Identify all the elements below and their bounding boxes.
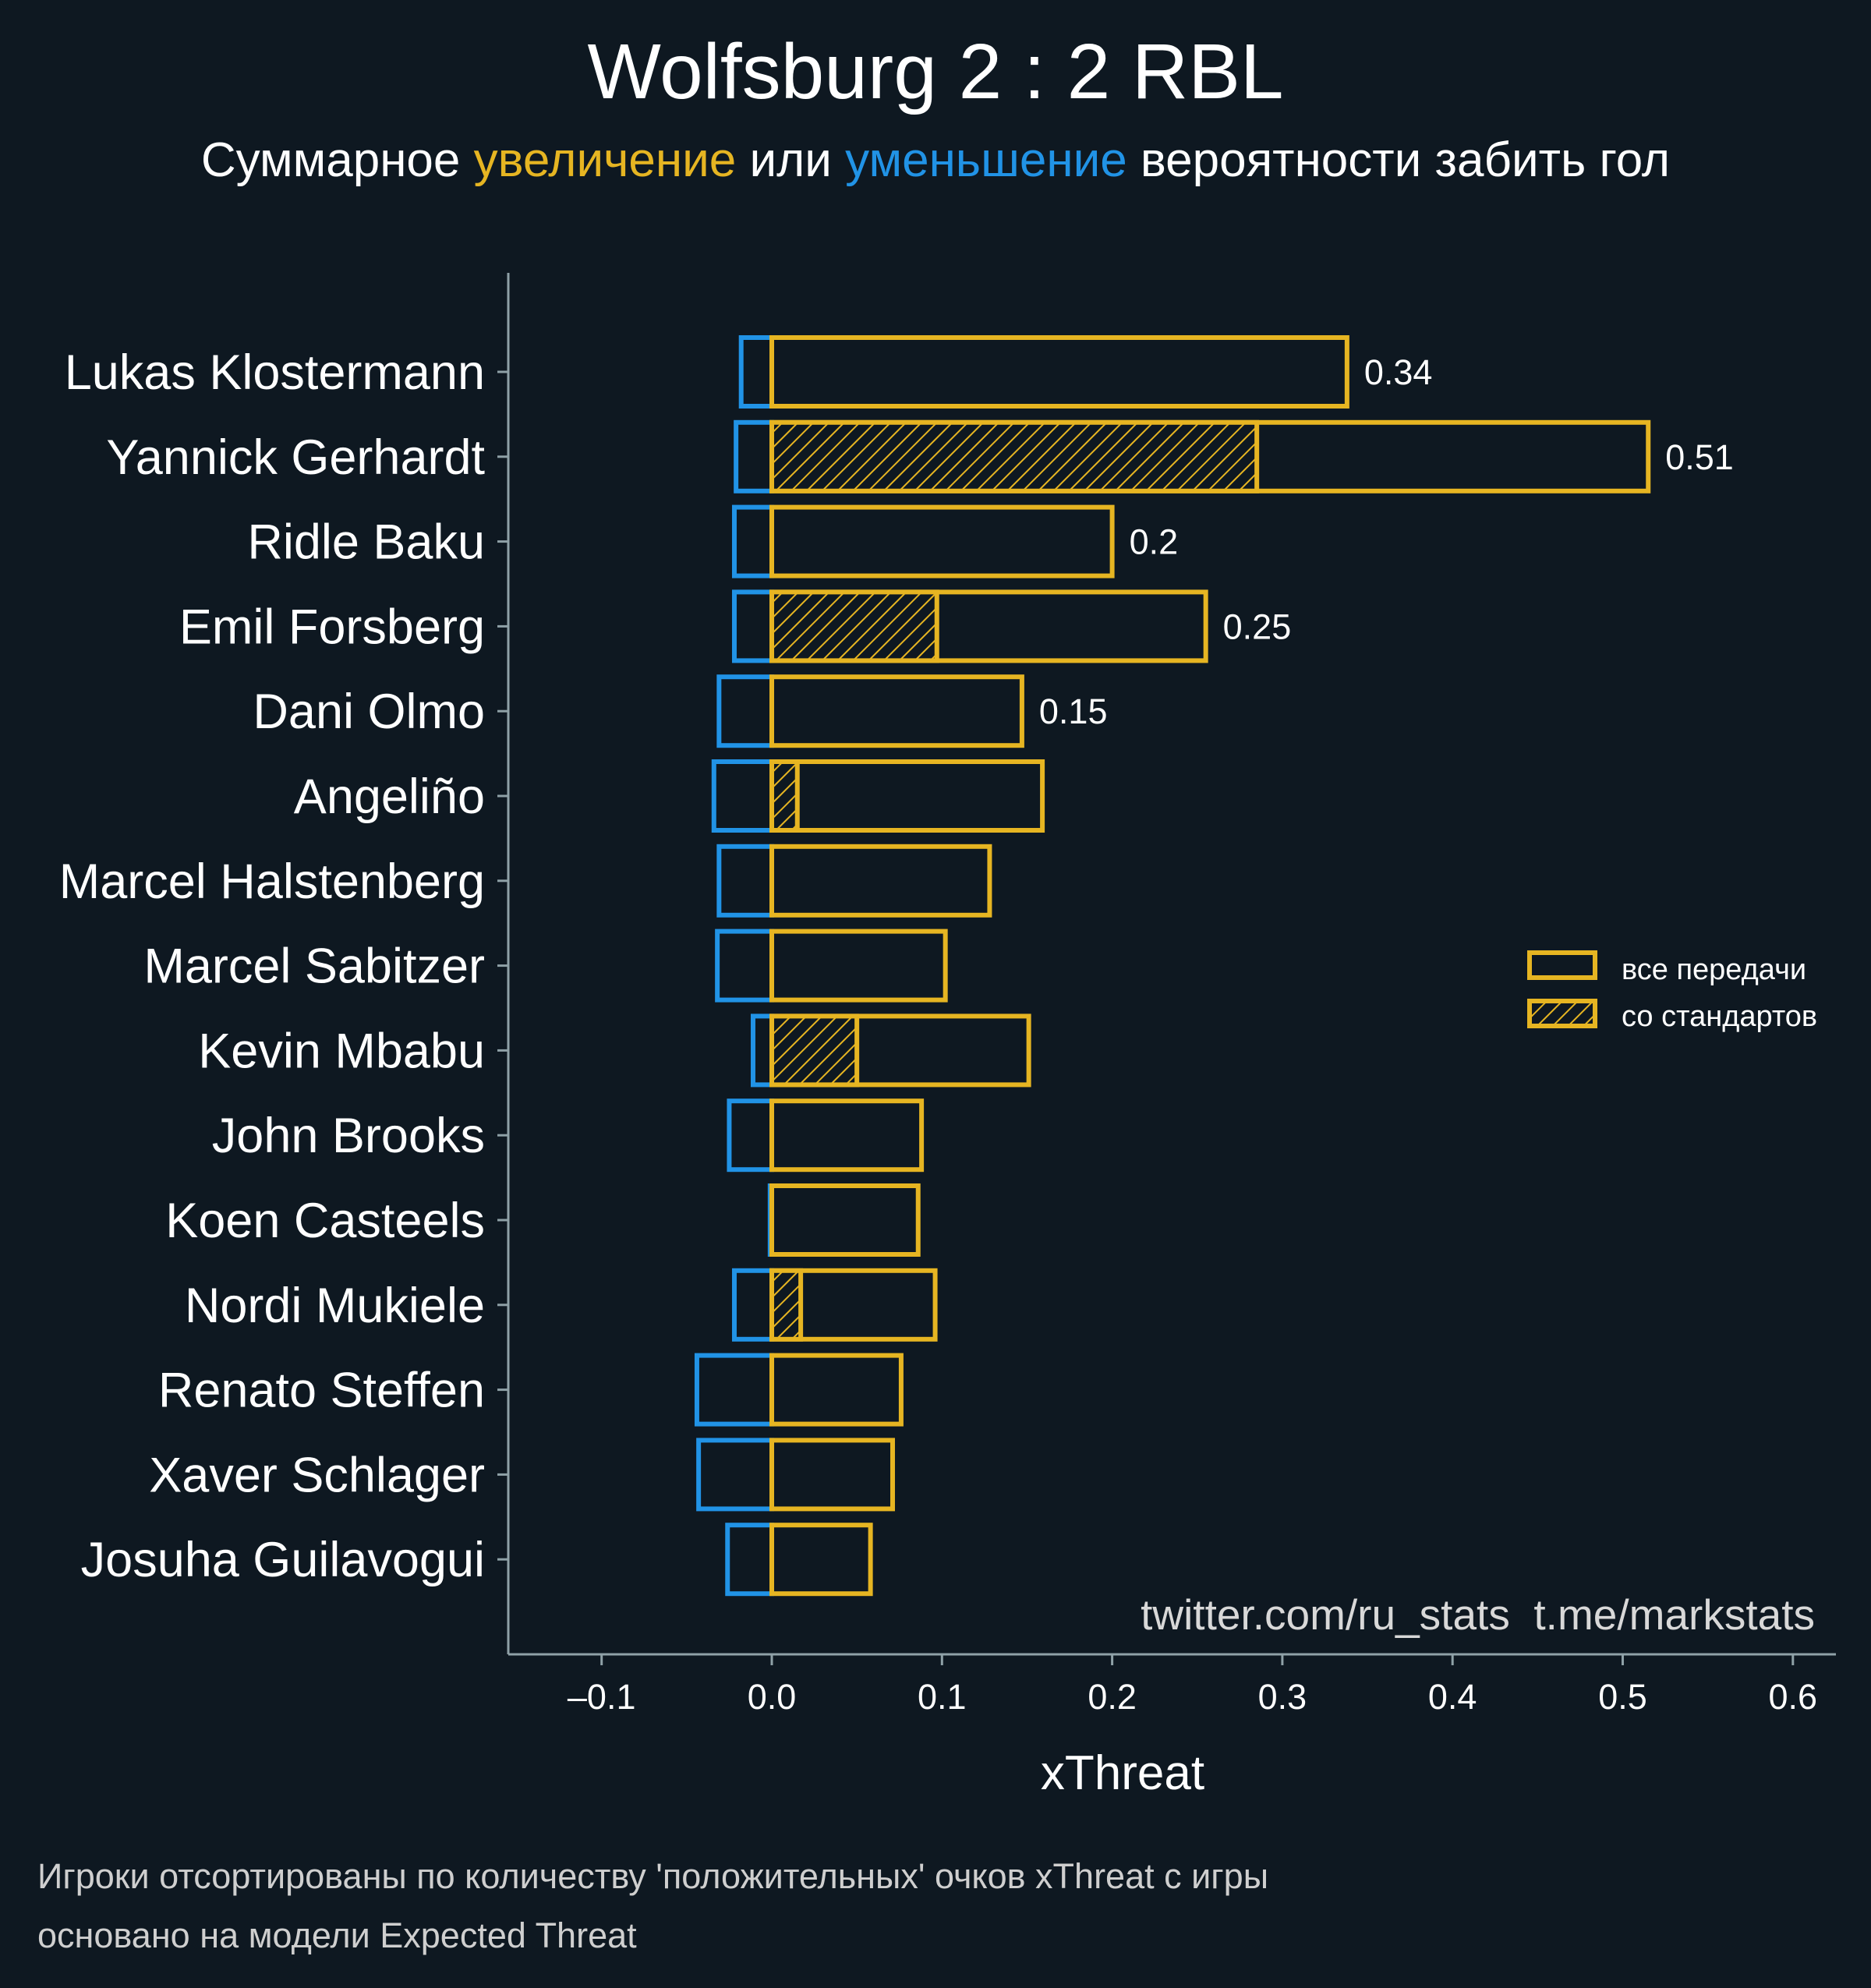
player-label: Ridle Baku: [247, 515, 485, 570]
x-tick-label: 0.6: [1769, 1677, 1818, 1717]
player-label: Marcel Halstenberg: [59, 854, 485, 909]
subtitle-decrease: уменьшение: [845, 133, 1127, 187]
player-label: Marcel Sabitzer: [143, 939, 485, 994]
positive-bar: [769, 674, 1024, 748]
player-label: Koen Casteels: [165, 1194, 485, 1248]
subtitle-prefix: Суммарное: [201, 133, 474, 187]
footnote-line-2: основано на модели Expected Threat: [37, 1915, 637, 1955]
positive-bar: [769, 1523, 873, 1597]
player-label: Dani Olmo: [253, 684, 485, 739]
x-axis-label: xThreat: [1041, 1746, 1204, 1800]
credit-text: twitter.com/ru_stats t.me/markstats: [1141, 1590, 1815, 1639]
legend-label-all-passes: все передачи: [1622, 953, 1806, 986]
player-label: Yannick Gerhardt: [106, 430, 485, 485]
player-label: Angeliño: [294, 769, 485, 824]
player-label: Nordi Mukiele: [185, 1279, 485, 1333]
positive-bar: [769, 1353, 904, 1427]
positive-bar: [769, 1438, 895, 1512]
subtitle-middle: или: [736, 133, 845, 187]
positive-bar: [769, 335, 1349, 409]
x-tick-label: 0.1: [918, 1677, 967, 1717]
set-piece-bar: [769, 589, 939, 663]
legend-swatch-set-pieces: [1527, 999, 1597, 1028]
x-tick-label: 0.0: [748, 1677, 797, 1717]
set-piece-bar: [769, 419, 1260, 493]
x-tick-label: 0.3: [1258, 1677, 1307, 1717]
footnote-line-1: Игроки отсортированы по количеству 'поло…: [37, 1856, 1268, 1896]
positive-bar: [769, 1098, 925, 1173]
legend-swatch-all-passes: [1527, 950, 1597, 980]
set-piece-bar: [769, 759, 800, 833]
player-label: Xaver Schlager: [149, 1448, 485, 1502]
positive-bar: [769, 844, 992, 918]
player-label: Josuha Guilavogui: [81, 1533, 485, 1587]
player-label: Emil Forsberg: [179, 600, 485, 654]
player-label: John Brooks: [212, 1109, 485, 1163]
x-tick-label: 0.4: [1428, 1677, 1477, 1717]
set-piece-bar: [769, 1013, 860, 1088]
bar-value-label: 0.15: [1039, 692, 1108, 731]
positive-bar: [769, 929, 948, 1003]
x-tick-label: 0.2: [1088, 1677, 1137, 1717]
bar-value-label: 0.2: [1130, 522, 1179, 562]
set-piece-bar: [769, 1268, 804, 1342]
player-label: Renato Steffen: [158, 1364, 485, 1418]
legend: все передачи со стандартов: [1527, 950, 1817, 1033]
player-label: Lukas Klostermann: [65, 345, 485, 400]
x-tick-label: –0.1: [568, 1677, 636, 1717]
subtitle-increase: увеличение: [474, 133, 737, 187]
player-label: Kevin Mbabu: [198, 1024, 485, 1078]
legend-label-set-pieces: со стандартов: [1622, 1000, 1817, 1033]
bar-value-label: 0.51: [1665, 437, 1734, 477]
positive-bar: [769, 504, 1115, 578]
subtitle-suffix: вероятности забить гол: [1127, 133, 1670, 187]
positive-bar: [769, 1183, 921, 1257]
chart-subtitle: Суммарное увеличение или уменьшение веро…: [201, 133, 1670, 187]
plot-area: –0.1 0.0 0.1 0.2 0.3 0.4 0.5 0.6 xThreat Lukas Kl…: [59, 273, 1836, 1800]
x-tick-label: 0.5: [1598, 1677, 1647, 1717]
chart-title: Wolfsburg 2 : 2 RBL: [587, 28, 1283, 115]
bar-value-label: 0.34: [1364, 352, 1433, 392]
bar-value-label: 0.25: [1223, 607, 1292, 646]
